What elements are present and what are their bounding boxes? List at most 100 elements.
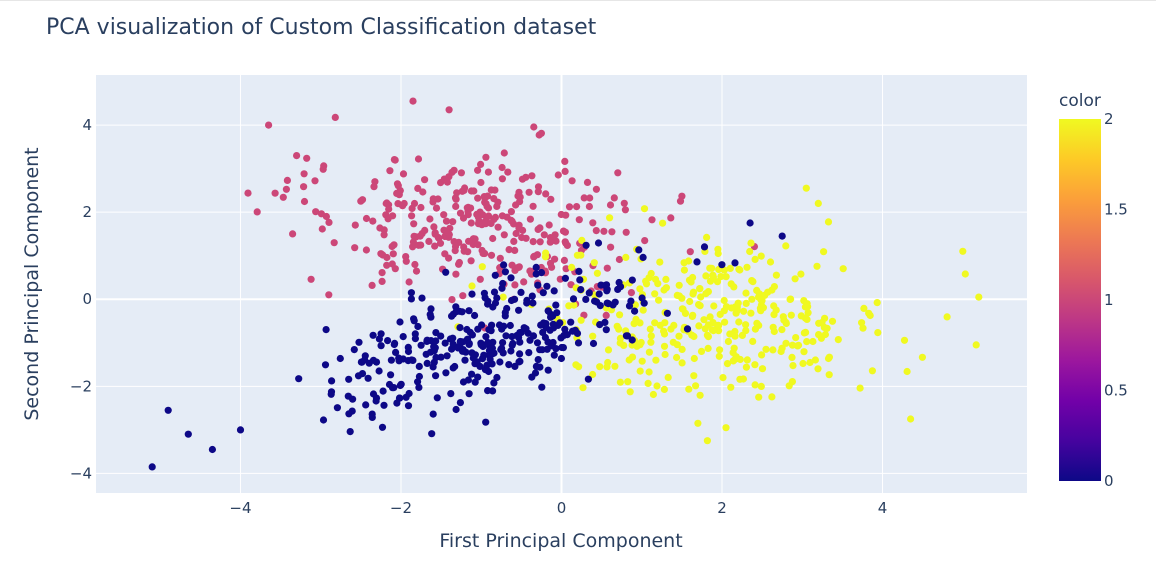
data-point <box>723 360 732 368</box>
data-point <box>575 267 583 275</box>
data-point <box>405 389 413 398</box>
data-point <box>369 390 378 398</box>
data-point <box>498 175 506 183</box>
data-point <box>782 242 790 250</box>
data-point <box>742 299 750 307</box>
data-point <box>550 351 558 359</box>
data-point <box>718 261 726 269</box>
data-point <box>476 275 484 283</box>
data-point <box>542 190 550 198</box>
data-point <box>494 223 502 231</box>
data-point <box>482 418 490 426</box>
data-point <box>465 390 473 398</box>
data-point <box>456 324 464 332</box>
data-point <box>451 362 459 371</box>
data-point <box>611 298 619 306</box>
data-point <box>534 183 543 191</box>
data-point <box>625 356 633 364</box>
data-point <box>635 246 643 254</box>
data-point <box>518 175 527 183</box>
data-point <box>474 166 482 174</box>
data-point <box>383 199 391 207</box>
data-point <box>493 202 501 210</box>
data-point <box>814 365 822 373</box>
data-point <box>457 169 465 177</box>
data-point <box>860 304 868 312</box>
colorbar[interactable] <box>1059 119 1101 481</box>
data-point <box>412 267 421 275</box>
data-point <box>626 388 634 396</box>
data-point <box>659 219 667 227</box>
data-point <box>496 358 504 366</box>
data-point <box>529 299 537 307</box>
data-point <box>532 362 541 370</box>
data-point <box>370 183 378 191</box>
data-point <box>676 197 685 205</box>
data-point <box>467 257 475 265</box>
data-point <box>528 373 536 381</box>
data-point <box>726 264 734 272</box>
data-point <box>757 252 765 260</box>
data-point <box>271 189 279 197</box>
data-point <box>568 263 576 271</box>
data-point <box>319 165 327 173</box>
data-point <box>758 365 767 373</box>
data-point <box>856 384 864 392</box>
data-point <box>614 169 622 177</box>
data-point <box>647 332 655 340</box>
data-point <box>378 423 387 431</box>
data-point <box>610 194 618 202</box>
data-point <box>368 413 376 421</box>
data-point <box>900 336 909 344</box>
x-tick-label: 2 <box>717 499 727 517</box>
data-point <box>498 212 506 220</box>
data-point <box>582 241 590 249</box>
data-point <box>482 220 490 228</box>
data-point <box>380 401 388 409</box>
y-tick-label: −2 <box>70 377 92 395</box>
data-point <box>621 206 630 214</box>
data-point <box>390 384 398 392</box>
data-point <box>459 292 467 300</box>
data-point <box>757 307 765 315</box>
data-point <box>443 352 451 360</box>
data-point <box>589 219 597 227</box>
data-point <box>468 282 476 290</box>
data-point <box>464 376 472 384</box>
data-point <box>589 370 597 379</box>
data-point <box>548 263 556 271</box>
data-point <box>253 208 261 216</box>
data-point <box>700 316 708 324</box>
data-point <box>615 255 624 264</box>
data-point <box>399 170 408 178</box>
data-point <box>537 129 546 137</box>
data-point <box>431 242 439 250</box>
data-point <box>517 288 525 296</box>
data-point <box>616 311 624 319</box>
data-point <box>600 227 608 235</box>
data-point <box>874 329 882 337</box>
data-point <box>803 338 811 346</box>
x-tick-label: 4 <box>878 499 888 517</box>
data-point <box>448 296 456 304</box>
data-point <box>393 180 402 188</box>
data-point <box>727 383 735 391</box>
data-point <box>377 342 385 350</box>
data-point <box>642 280 651 288</box>
data-point <box>628 276 636 284</box>
data-point <box>464 203 472 211</box>
data-point <box>604 300 612 308</box>
data-point <box>478 263 486 271</box>
data-point <box>751 255 759 263</box>
data-point <box>673 291 681 299</box>
data-point <box>515 224 523 232</box>
data-point <box>377 250 385 258</box>
data-point <box>708 264 716 272</box>
data-point <box>458 308 466 316</box>
data-point <box>378 277 386 285</box>
data-point <box>409 356 417 364</box>
data-point <box>560 331 568 339</box>
data-point <box>818 319 826 327</box>
data-point <box>579 384 587 392</box>
data-point <box>499 349 507 357</box>
